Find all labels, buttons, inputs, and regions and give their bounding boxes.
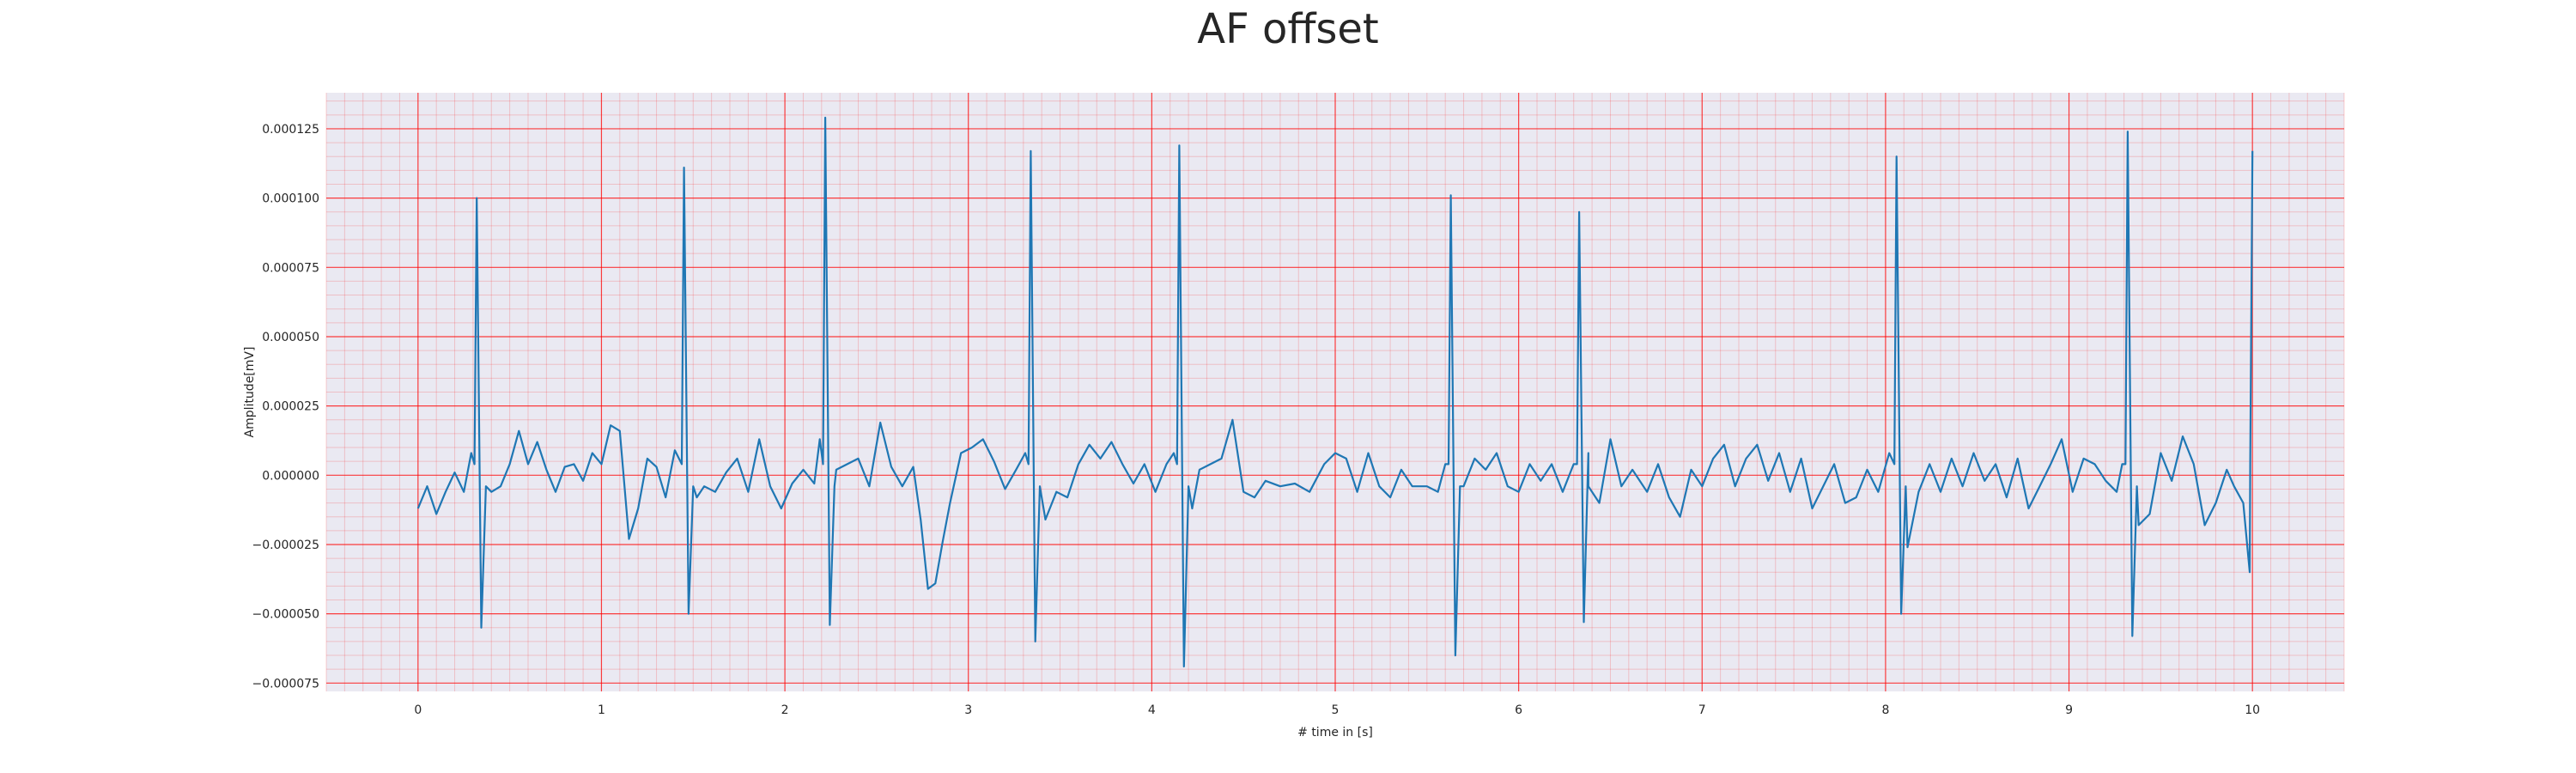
x-tick-label: 1 bbox=[598, 703, 605, 717]
y-axis-label: Amplitude[mV] bbox=[243, 347, 257, 438]
y-axis-ticks: −0.000075 −0.000050 −0.000025 0.000000 0.000… bbox=[252, 123, 319, 691]
x-tick-label: 3 bbox=[964, 703, 972, 717]
x-tick-label: 0 bbox=[414, 703, 422, 717]
x-tick-label: 2 bbox=[781, 703, 789, 717]
y-tick-label: −0.000075 bbox=[252, 677, 319, 691]
major-grid bbox=[326, 93, 2344, 691]
y-tick-label: −0.000050 bbox=[252, 608, 319, 622]
y-tick-label: 0.000075 bbox=[262, 261, 319, 275]
x-tick-label: 4 bbox=[1148, 703, 1156, 717]
y-tick-label: 0.000000 bbox=[262, 469, 319, 483]
chart-title: AF offset bbox=[1197, 5, 1379, 53]
y-tick-label: 0.000125 bbox=[262, 123, 319, 137]
ecg-signal-line bbox=[416, 116, 2254, 668]
x-axis-label: # time in [s] bbox=[1297, 726, 1373, 740]
x-tick-label: 10 bbox=[2245, 703, 2260, 717]
y-tick-label: 0.000025 bbox=[262, 400, 319, 414]
y-tick-label: −0.000025 bbox=[252, 539, 319, 552]
x-tick-label: 6 bbox=[1515, 703, 1522, 717]
x-tick-label: 5 bbox=[1332, 703, 1340, 717]
x-axis-ticks: 0 1 2 3 4 5 6 7 8 9 10 bbox=[414, 703, 2260, 717]
x-tick-label: 9 bbox=[2065, 703, 2073, 717]
x-tick-label: 7 bbox=[1698, 703, 1706, 717]
y-tick-label: 0.000100 bbox=[262, 192, 319, 206]
y-tick-label: 0.000050 bbox=[262, 331, 319, 344]
x-tick-label: 8 bbox=[1881, 703, 1889, 717]
